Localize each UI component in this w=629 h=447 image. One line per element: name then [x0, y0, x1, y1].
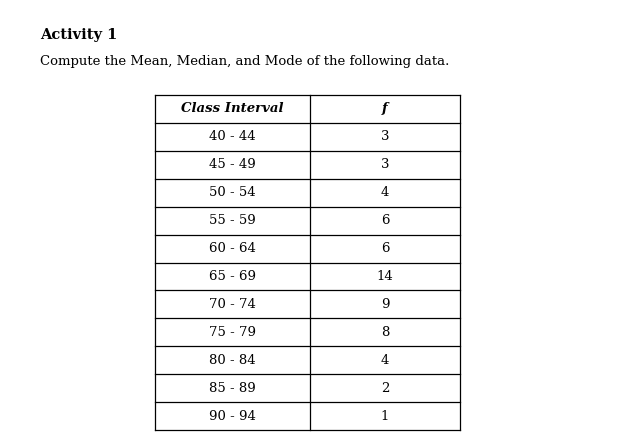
Text: 90 - 94: 90 - 94: [209, 409, 256, 422]
Text: 40 - 44: 40 - 44: [209, 131, 256, 143]
Text: 4: 4: [381, 186, 389, 199]
Text: 2: 2: [381, 382, 389, 395]
Text: 80 - 84: 80 - 84: [209, 354, 256, 367]
Text: 6: 6: [381, 242, 389, 255]
Text: 3: 3: [381, 131, 389, 143]
Text: 75 - 79: 75 - 79: [209, 326, 256, 339]
Text: 50 - 54: 50 - 54: [209, 186, 256, 199]
Text: 9: 9: [381, 298, 389, 311]
Text: 6: 6: [381, 214, 389, 227]
Text: 45 - 49: 45 - 49: [209, 158, 256, 171]
Text: Activity 1: Activity 1: [40, 28, 118, 42]
Text: 4: 4: [381, 354, 389, 367]
Text: Class Interval: Class Interval: [181, 102, 284, 115]
Text: f: f: [382, 102, 388, 115]
Text: 85 - 89: 85 - 89: [209, 382, 256, 395]
Text: 65 - 69: 65 - 69: [209, 270, 256, 283]
Text: 70 - 74: 70 - 74: [209, 298, 256, 311]
Text: 14: 14: [377, 270, 393, 283]
Text: 60 - 64: 60 - 64: [209, 242, 256, 255]
Text: 55 - 59: 55 - 59: [209, 214, 256, 227]
Text: Compute the Mean, Median, and Mode of the following data.: Compute the Mean, Median, and Mode of th…: [40, 55, 449, 68]
Text: 8: 8: [381, 326, 389, 339]
Text: 3: 3: [381, 158, 389, 171]
Text: 1: 1: [381, 409, 389, 422]
